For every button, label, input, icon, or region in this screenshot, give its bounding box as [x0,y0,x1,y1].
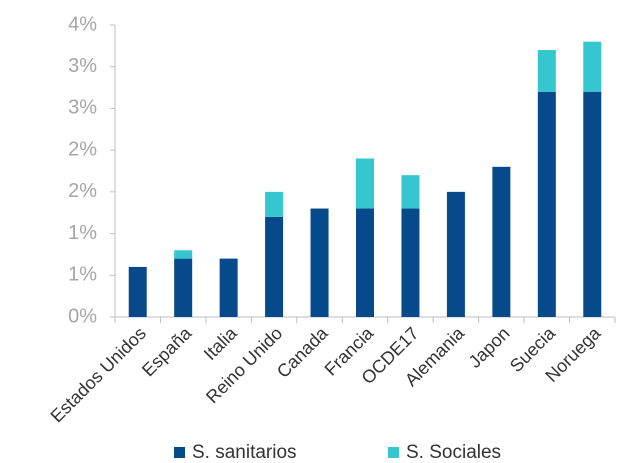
y-tick-label: 1% [68,222,97,244]
bar-segment [537,50,556,92]
bar-segment [310,208,329,317]
y-tick-label: 0% [68,305,97,327]
legend-swatch [388,447,399,458]
bar-segment [128,266,147,317]
bar-segment [401,175,420,209]
bar-segment [265,191,284,217]
y-tick-label: 2% [68,138,97,160]
y-tick-label: 1% [68,264,97,286]
y-tick-label: 2% [68,180,97,202]
legend-swatch [174,447,185,458]
legend-label: S. Sociales [406,442,501,463]
bar-segment [446,191,465,317]
bar-segment [537,91,556,317]
bar-segment [583,41,602,92]
bar-segment [583,91,602,317]
bar-segment [265,216,284,317]
x-tick-label: Italia [200,322,242,364]
bar-segment [401,208,420,317]
x-tick-label: Canada [273,322,332,381]
bar-segment [174,250,193,259]
bar-segment [356,158,374,209]
y-tick-label: 3% [68,97,97,119]
legend-label: S. sanitarios [192,442,297,463]
bar-segment [356,208,374,317]
y-tick-label: 3% [68,55,97,77]
bar-segment [174,258,193,317]
x-tick-label: España [138,322,196,380]
bar-segment [219,258,238,317]
x-tick-label: Japon [465,323,514,372]
y-tick-label: 4% [68,13,97,35]
bar-segment [492,166,511,317]
x-tick-label: Estados Unidos [47,323,150,426]
